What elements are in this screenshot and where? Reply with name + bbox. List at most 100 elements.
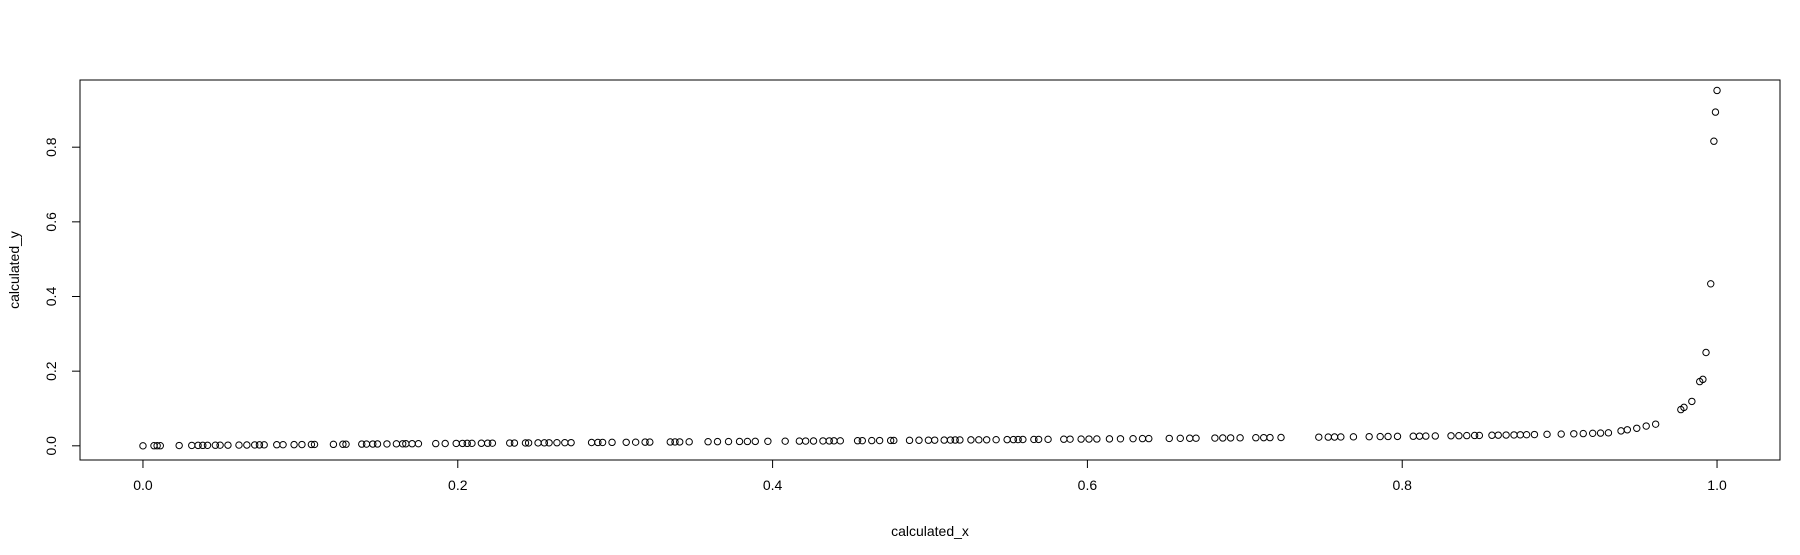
data-point bbox=[1077, 435, 1085, 443]
data-point bbox=[967, 436, 975, 444]
data-point bbox=[561, 438, 569, 447]
data-point bbox=[153, 442, 161, 450]
x-tick-label: 0.0 bbox=[133, 477, 153, 493]
data-point bbox=[1236, 434, 1244, 442]
data-point bbox=[211, 441, 220, 449]
data-point bbox=[1211, 434, 1219, 442]
data-point bbox=[1415, 432, 1424, 440]
data-point bbox=[488, 439, 497, 447]
data-point bbox=[608, 438, 616, 447]
data-point bbox=[946, 436, 955, 444]
data-point bbox=[992, 435, 1000, 444]
y-tick-label: 0.6 bbox=[43, 212, 59, 232]
data-point bbox=[506, 439, 514, 447]
data-point bbox=[255, 441, 264, 449]
data-point bbox=[1376, 432, 1384, 441]
data-point bbox=[781, 437, 789, 445]
data-point bbox=[622, 438, 630, 446]
data-point bbox=[1186, 434, 1194, 442]
data-point bbox=[809, 437, 818, 445]
data-point bbox=[1030, 435, 1038, 444]
data-point bbox=[1252, 434, 1260, 442]
data-point bbox=[836, 437, 844, 445]
data-point bbox=[1617, 427, 1625, 435]
data-point bbox=[175, 441, 183, 450]
data-point bbox=[1633, 424, 1641, 432]
data-point bbox=[1145, 434, 1153, 443]
data-point bbox=[1470, 431, 1479, 440]
data-point bbox=[1085, 435, 1093, 443]
data-point bbox=[1543, 430, 1551, 439]
data-point bbox=[329, 440, 338, 449]
x-tick-label: 0.8 bbox=[1392, 477, 1412, 493]
data-point bbox=[290, 440, 298, 449]
data-point bbox=[243, 441, 251, 449]
y-tick-label: 0.8 bbox=[43, 137, 59, 157]
data-point bbox=[868, 436, 876, 445]
data-point bbox=[924, 436, 933, 444]
data-point bbox=[1680, 403, 1688, 412]
data-point bbox=[1516, 431, 1524, 439]
data-point bbox=[735, 437, 744, 446]
data-point bbox=[235, 441, 243, 449]
data-point bbox=[713, 437, 722, 446]
data-point bbox=[1226, 434, 1235, 442]
data-point bbox=[875, 436, 884, 445]
data-point bbox=[398, 440, 407, 448]
data-point bbox=[982, 436, 991, 444]
data-point bbox=[1138, 434, 1147, 443]
data-point bbox=[951, 436, 959, 444]
data-point bbox=[369, 440, 377, 448]
data-point bbox=[139, 442, 147, 450]
data-point bbox=[1034, 435, 1043, 444]
data-point bbox=[853, 437, 862, 445]
data-point bbox=[886, 436, 895, 445]
y-tick-label: 0.4 bbox=[43, 287, 59, 307]
x-tick-label: 1.0 bbox=[1707, 477, 1727, 493]
y-tick-label: 0.0 bbox=[43, 436, 59, 456]
data-point bbox=[1009, 435, 1018, 444]
data-point bbox=[553, 439, 561, 447]
data-point bbox=[203, 441, 212, 449]
data-point bbox=[414, 439, 423, 448]
data-point bbox=[1510, 431, 1518, 439]
data-point bbox=[1502, 431, 1510, 439]
data-point bbox=[1579, 429, 1587, 438]
x-tick-label: 0.2 bbox=[448, 477, 468, 493]
data-point bbox=[1277, 433, 1285, 442]
data-point bbox=[545, 439, 553, 447]
data-point bbox=[1409, 432, 1417, 440]
data-point bbox=[890, 436, 898, 445]
data-point bbox=[224, 441, 232, 449]
data-point bbox=[724, 437, 733, 446]
data-point bbox=[975, 436, 983, 444]
data-point bbox=[1165, 434, 1173, 443]
data-point bbox=[310, 440, 319, 449]
data-point bbox=[194, 441, 202, 450]
data-point bbox=[1702, 348, 1710, 357]
data-point bbox=[801, 437, 810, 445]
data-point bbox=[1699, 375, 1707, 384]
data-point bbox=[1349, 433, 1358, 441]
data-point bbox=[273, 441, 281, 449]
data-point bbox=[915, 436, 923, 444]
data-point bbox=[1447, 432, 1455, 440]
data-point bbox=[931, 436, 939, 444]
data-point bbox=[432, 439, 440, 448]
data-point bbox=[956, 436, 964, 444]
data-point bbox=[940, 436, 948, 444]
data-point bbox=[1365, 432, 1373, 441]
data-point bbox=[534, 439, 542, 447]
x-tick-label: 0.4 bbox=[763, 477, 783, 493]
data-point bbox=[1588, 429, 1597, 438]
data-point bbox=[1093, 435, 1101, 443]
data-point bbox=[1019, 435, 1027, 444]
data-point bbox=[641, 438, 649, 446]
data-point bbox=[339, 440, 347, 448]
data-point bbox=[156, 442, 164, 450]
data-point bbox=[1260, 433, 1268, 442]
data-point bbox=[685, 438, 693, 446]
data-point bbox=[1651, 420, 1660, 428]
data-point bbox=[671, 438, 679, 446]
